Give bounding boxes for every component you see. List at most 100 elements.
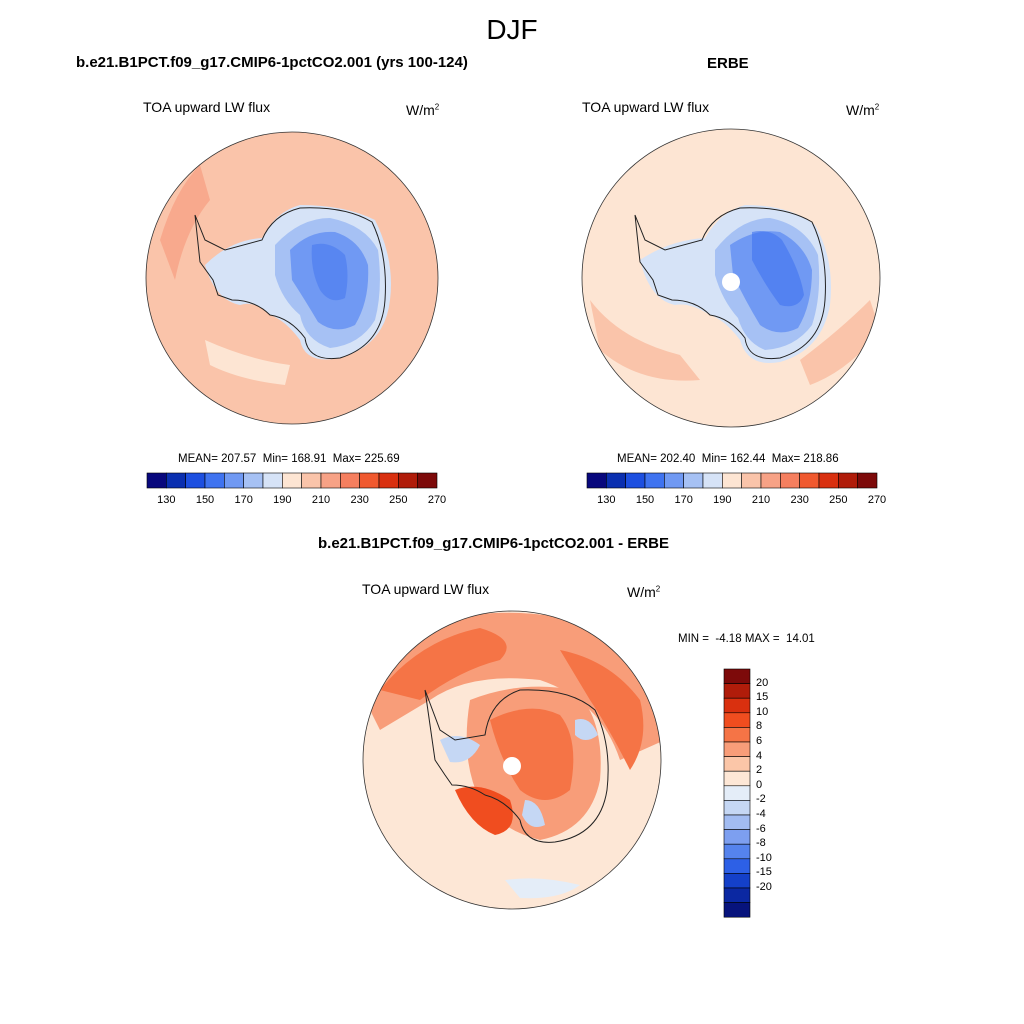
colorbar-swatch bbox=[166, 472, 186, 489]
units-text: W/m bbox=[846, 102, 875, 118]
colorbar-swatch bbox=[760, 472, 781, 489]
min-label: MIN = bbox=[678, 633, 709, 645]
colorbar-swatch bbox=[723, 741, 751, 757]
colorbar-tick-label: -2 bbox=[756, 793, 766, 806]
colorbar-swatch bbox=[723, 829, 751, 845]
map-diff-cool-2 bbox=[575, 719, 598, 740]
season-title: DJF bbox=[486, 14, 538, 45]
colorbar-swatch bbox=[340, 472, 360, 489]
panel-diff-variable: TOA upward LW flux bbox=[362, 581, 490, 597]
panel-obs-variable: TOA upward LW flux bbox=[582, 99, 710, 115]
colorbar-swatch bbox=[723, 712, 751, 728]
min-label: Min= bbox=[701, 453, 727, 465]
max-label: MAX = bbox=[744, 633, 780, 645]
colorbar-swatch bbox=[359, 472, 380, 489]
map-diff-warm-1 bbox=[380, 628, 507, 700]
colorbar-diff bbox=[723, 668, 751, 918]
colorbar-tick-label: 15 bbox=[756, 691, 769, 704]
colorbar-swatch bbox=[301, 472, 322, 489]
colorbar-tick-label: -4 bbox=[756, 808, 766, 820]
map-diff bbox=[363, 611, 661, 909]
panel-model-title: b.e21.B1PCT.f09_g17.CMIP6-1pctCO2.001 (y… bbox=[76, 54, 468, 71]
mean-value: 202.40 bbox=[660, 453, 696, 465]
colorbar-swatch bbox=[185, 472, 206, 489]
colorbar-swatch bbox=[320, 472, 341, 489]
colorbar-tick-label: 230 bbox=[790, 494, 809, 506]
colorbar-tick-label: 10 bbox=[756, 705, 769, 718]
mean-value: 207.57 bbox=[221, 453, 257, 465]
colorbar-swatch bbox=[146, 472, 167, 489]
colorbar-model bbox=[146, 472, 438, 489]
colorbar-swatch bbox=[723, 683, 751, 699]
map-diff-border bbox=[362, 610, 662, 910]
colorbar-tick-label: 250 bbox=[389, 494, 408, 506]
colorbar-swatch bbox=[204, 472, 225, 489]
colorbar-tick-label: 2 bbox=[756, 764, 763, 777]
colorbar-swatch bbox=[799, 472, 820, 489]
max-value: 225.69 bbox=[364, 453, 400, 465]
colorbar-swatch bbox=[224, 472, 244, 489]
colorbar-tick-label: 170 bbox=[674, 494, 693, 506]
colorbar-swatch bbox=[606, 472, 626, 489]
panel-model-units: W/m2 bbox=[406, 102, 439, 118]
colorbar-swatch bbox=[741, 472, 762, 489]
map-obs-coastline bbox=[634, 207, 826, 360]
colorbar-swatch bbox=[625, 472, 646, 489]
colorbar-obs bbox=[586, 472, 878, 489]
colorbar-tick-label: 0 bbox=[756, 778, 763, 791]
map-obs bbox=[582, 129, 880, 427]
colorbar-tick-label: -10 bbox=[756, 851, 772, 864]
map-diff-cool-4 bbox=[505, 878, 580, 899]
map-model bbox=[146, 132, 438, 424]
colorbar-tick-label: 190 bbox=[713, 494, 732, 506]
map-model-light-band bbox=[205, 340, 290, 385]
colorbar-tick-label: 6 bbox=[756, 735, 763, 747]
colorbar-tick-label: 130 bbox=[157, 494, 176, 506]
panel-model-stats: MEAN= 207.57 Min= 168.91 Max= 225.69 bbox=[178, 453, 400, 465]
colorbar-swatch bbox=[723, 785, 751, 801]
colorbar-tick-label: 210 bbox=[751, 494, 771, 506]
map-obs-pole-hole bbox=[722, 273, 740, 291]
min-label: Min= bbox=[262, 453, 288, 465]
colorbar-tick-label: 20 bbox=[756, 676, 769, 689]
colorbar-swatch bbox=[664, 472, 684, 489]
colorbar-tick-label: 210 bbox=[311, 494, 331, 506]
colorbar-swatch bbox=[702, 472, 723, 489]
colorbar-tick-label: -20 bbox=[756, 881, 772, 893]
map-obs-ice-core bbox=[752, 231, 804, 307]
colorbar-swatch bbox=[723, 858, 751, 874]
colorbar-tick-label: -15 bbox=[756, 866, 772, 879]
units-exponent: 2 bbox=[655, 584, 661, 594]
colorbar-swatch bbox=[586, 472, 607, 489]
mean-label: MEAN= bbox=[617, 453, 657, 465]
colorbar-swatch bbox=[857, 472, 878, 489]
colorbar-swatch bbox=[780, 472, 800, 489]
map-diff-hot-spot bbox=[455, 786, 513, 835]
colorbar-swatch bbox=[723, 770, 751, 787]
panel-obs-stats: MEAN= 202.40 Min= 162.44 Max= 218.86 bbox=[617, 453, 839, 465]
units-exponent: 2 bbox=[874, 102, 880, 112]
colorbar-swatch bbox=[262, 472, 283, 489]
panel-diff-stats: MIN = -4.18 MAX = 14.01 bbox=[678, 633, 815, 645]
colorbar-tick-label: 270 bbox=[427, 494, 447, 506]
max-value: 218.86 bbox=[803, 453, 839, 465]
colorbar-tick-label: 270 bbox=[867, 494, 887, 506]
map-diff-coastline bbox=[424, 689, 609, 843]
colorbar-swatch bbox=[378, 472, 399, 489]
colorbar-swatch bbox=[723, 873, 751, 889]
map-obs-warm-patch-2 bbox=[800, 300, 880, 385]
units-exponent: 2 bbox=[434, 102, 440, 112]
min-value: -4.18 bbox=[715, 633, 742, 645]
colorbar-swatch bbox=[723, 756, 751, 772]
max-label: Max= bbox=[771, 453, 801, 465]
units-text: W/m bbox=[406, 102, 435, 118]
map-model-coastline bbox=[194, 207, 386, 360]
colorbar-swatch bbox=[723, 887, 751, 903]
colorbar-swatch bbox=[723, 800, 751, 816]
colorbar-swatch bbox=[417, 472, 438, 489]
colorbar-swatch bbox=[398, 472, 418, 489]
map-diff-antarctica-core bbox=[490, 708, 574, 800]
colorbar-swatch bbox=[723, 843, 751, 860]
colorbar-tick-label: -8 bbox=[756, 837, 766, 850]
